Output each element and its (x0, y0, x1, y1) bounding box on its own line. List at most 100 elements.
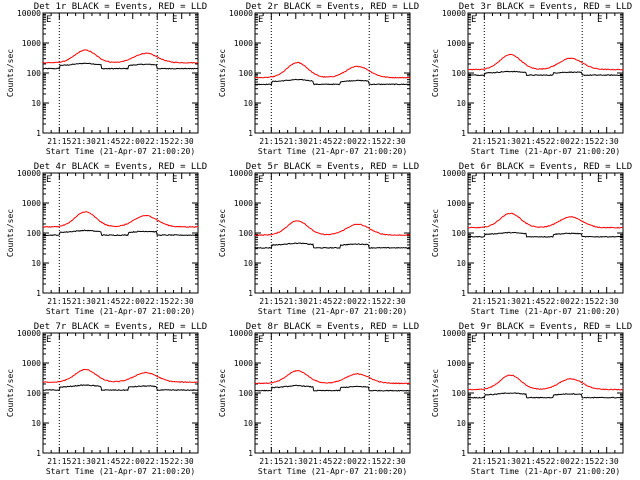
x-tick-label: 21:45 (521, 297, 545, 306)
x-tick-label: 21:15 (472, 137, 496, 146)
x-axis-label: Start Time (21-Apr-07 21:00:20) (46, 467, 195, 476)
y-axis-label: Counts/sec (6, 49, 15, 97)
y-tick-label: 10 (456, 99, 466, 108)
series-line-lld (467, 212, 624, 229)
x-axis-label: Start Time (21-Apr-07 21:00:20) (258, 147, 407, 156)
series-line-lld (42, 368, 198, 384)
plot-frame (42, 12, 199, 134)
x-tick-label: 22:15 (357, 457, 381, 466)
y-tick-label: 1000 (234, 39, 253, 48)
y-tick-label: 10 (31, 419, 41, 428)
y-tick-label: 10 (243, 259, 253, 268)
series-line-events (254, 78, 411, 86)
y-tick-label: 10000 (17, 9, 41, 18)
x-tick-label: 22:00 (546, 297, 570, 306)
y-tick-label: 10000 (229, 329, 253, 338)
y-tick-label: 1000 (447, 39, 466, 48)
y-tick-label: 10000 (442, 9, 466, 18)
x-axis-label: Start Time (21-Apr-07 21:00:20) (46, 307, 195, 316)
legend-marker: E (172, 335, 177, 345)
x-tick-label: 21:30 (72, 297, 96, 306)
series-line-lld (42, 211, 199, 228)
panel-det-1: Det 1r BLACK = Events, RED = LLD 1 10 100 10… (6, 2, 207, 156)
panel-title: Det 6r BLACK = Events, RED = LLD (459, 162, 632, 172)
x-tick-label: 22:15 (570, 457, 594, 466)
plot-frame (254, 12, 411, 134)
x-axis-label: Start Time (21-Apr-07 21:00:20) (471, 307, 620, 316)
legend-marker: E (46, 175, 51, 185)
x-tick-label: 22:30 (170, 137, 194, 146)
legend-marker: E (471, 175, 476, 185)
y-tick-label: 100 (452, 229, 467, 238)
x-tick-label: 22:00 (121, 137, 145, 146)
y-tick-label: 100 (239, 69, 254, 78)
series-line-events (42, 384, 199, 392)
x-tick-label: 21:45 (308, 137, 332, 146)
x-tick-label: 22:30 (595, 457, 619, 466)
y-tick-label: 10 (243, 99, 253, 108)
y-tick-label: 10 (31, 259, 41, 268)
legend-marker: E (384, 175, 389, 185)
x-tick-label: 22:15 (145, 297, 169, 306)
y-tick-label: 1000 (234, 359, 253, 368)
x-tick-label: 21:45 (308, 457, 332, 466)
y-tick-label: 10000 (442, 169, 466, 178)
y-tick-label: 1 (36, 129, 41, 138)
series-line-lld (467, 53, 624, 71)
x-axis-label: Start Time (21-Apr-07 21:00:20) (471, 467, 620, 476)
y-tick-label: 10000 (442, 329, 466, 338)
legend-marker: E (471, 335, 476, 345)
x-tick-label: 21:15 (47, 137, 71, 146)
x-tick-label: 21:45 (521, 457, 545, 466)
panel-title: Det 4r BLACK = Events, RED = LLD (34, 162, 207, 172)
x-tick-label: 22:15 (357, 137, 381, 146)
y-axis-label: Counts/sec (218, 369, 227, 417)
panel-title: Det 2r BLACK = Events, RED = LLD (246, 2, 419, 12)
x-tick-label: 21:45 (308, 297, 332, 306)
plot-frame (467, 332, 624, 454)
y-tick-label: 1000 (447, 199, 466, 208)
legend-marker: E (46, 335, 51, 345)
y-tick-label: 10 (456, 259, 466, 268)
legend-marker: E (172, 175, 177, 185)
y-tick-label: 10 (456, 419, 466, 428)
legend-marker: E (46, 15, 51, 25)
plot-frame (42, 332, 199, 454)
x-tick-label: 21:45 (96, 137, 120, 146)
x-axis-label: Start Time (21-Apr-07 21:00:20) (46, 147, 195, 156)
panel-title: Det 9r BLACK = Events, RED = LLD (459, 322, 632, 332)
y-tick-label: 1000 (447, 359, 466, 368)
y-tick-label: 1 (461, 289, 466, 298)
x-tick-label: 22:30 (595, 297, 619, 306)
x-tick-label: 21:30 (284, 457, 308, 466)
x-tick-label: 21:30 (72, 137, 96, 146)
x-tick-label: 21:30 (284, 137, 308, 146)
y-tick-label: 10 (31, 99, 41, 108)
legend-marker: E (471, 15, 476, 25)
series-line-lld (42, 49, 199, 64)
x-tick-label: 22:00 (333, 137, 357, 146)
series-line-events (467, 392, 624, 399)
panel-det-8: Det 8r BLACK = Events, RED = LLD 1 10 100 10… (218, 322, 419, 476)
x-tick-label: 21:45 (96, 297, 120, 306)
legend-marker: E (384, 15, 389, 25)
y-tick-label: 100 (239, 229, 254, 238)
plot-frame (254, 172, 411, 294)
y-axis-label: Counts/sec (431, 209, 440, 257)
y-tick-label: 10000 (17, 329, 41, 338)
x-tick-label: 22:00 (546, 457, 570, 466)
x-tick-label: 22:15 (145, 137, 169, 146)
series-line-lld (255, 220, 411, 237)
y-tick-label: 100 (27, 69, 42, 78)
y-tick-label: 1 (36, 289, 41, 298)
panel-det-3: Det 3r BLACK = Events, RED = LLD 1 10 100 10… (431, 2, 632, 156)
y-axis-label: Counts/sec (431, 369, 440, 417)
plot-frame (254, 332, 411, 454)
y-tick-label: 1 (248, 289, 253, 298)
series-line-lld (254, 61, 411, 79)
x-tick-label: 22:00 (333, 297, 357, 306)
x-tick-label: 22:30 (382, 297, 406, 306)
x-tick-label: 22:00 (546, 137, 570, 146)
panel-title: Det 3r BLACK = Events, RED = LLD (459, 2, 632, 12)
x-tick-label: 21:15 (47, 457, 71, 466)
